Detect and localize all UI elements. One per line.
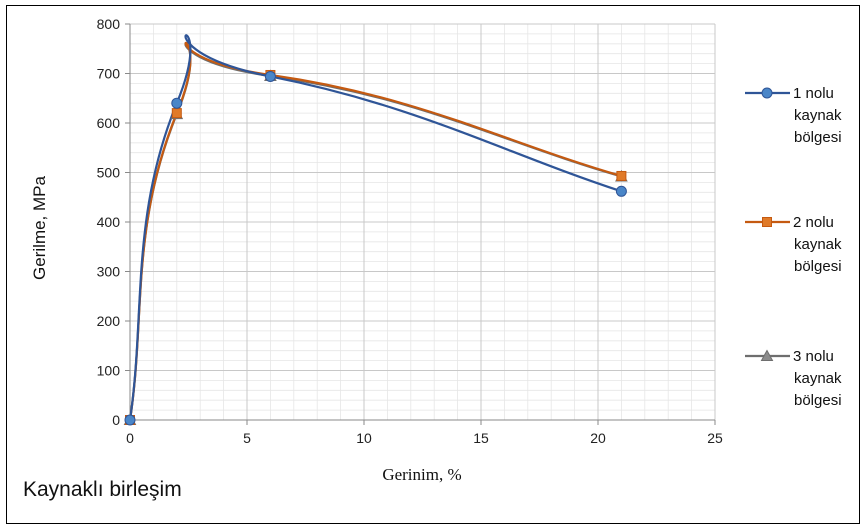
y-tick-label: 200 — [97, 313, 121, 329]
legend-label-line: 2 nolu — [793, 214, 834, 231]
y-tick-label: 400 — [97, 214, 121, 230]
x-axis-label: Gerinim, % — [382, 465, 461, 484]
legend-label-line: bölgesi — [794, 129, 842, 146]
axes — [125, 23, 716, 425]
x-tick-label: 0 — [126, 430, 134, 446]
data-point-series-1 — [171, 97, 183, 109]
data-point-series-1 — [124, 414, 136, 426]
y-tick-label: 100 — [97, 363, 121, 379]
series-layer — [123, 34, 628, 426]
legend-marker-1 — [761, 87, 773, 99]
chart-annotation: Kaynaklı birleşim — [23, 478, 182, 501]
y-tick-label: 0 — [112, 412, 120, 428]
y-axis-label: Gerilme, MPa — [30, 176, 49, 280]
y-tick-label: 500 — [97, 165, 121, 181]
y-tick-label: 300 — [97, 264, 121, 280]
series-line-1 — [128, 34, 622, 421]
legend-label-line: 3 nolu — [793, 348, 834, 365]
x-tick-label: 25 — [707, 430, 723, 446]
legend-item-3: 3 nolu kaynak bölgesi — [745, 348, 842, 409]
legend-label-line: bölgesi — [794, 258, 842, 275]
legend-marker-3 — [760, 349, 774, 361]
x-tick-label: 5 — [243, 430, 251, 446]
legend-label-line: kaynak — [794, 236, 842, 253]
y-tick-label: 700 — [97, 66, 121, 82]
legend-item-1: 1 nolu kaynak bölgesi — [745, 85, 842, 146]
y-tick-label: 600 — [97, 115, 121, 131]
series-line-2 — [128, 41, 622, 421]
legend-marker-2 — [762, 217, 772, 227]
legend-label-line: kaynak — [794, 107, 842, 124]
chart-frame — [6, 5, 860, 524]
legend-label-line: bölgesi — [794, 392, 842, 409]
x-tick-label: 15 — [473, 430, 489, 446]
legend-label-line: 1 nolu — [793, 85, 834, 102]
y-tick-label: 800 — [97, 16, 121, 32]
data-point-series-2 — [171, 108, 182, 119]
data-point-series-1 — [264, 70, 276, 82]
tick-labels: 0 5 10 15 20 25 0 100 200 300 400 500 600 700 800 — [97, 16, 723, 446]
data-point-series-1 — [615, 185, 627, 197]
legend-item-2: 2 nolu kaynak bölgesi — [745, 214, 842, 275]
legend-label-line: kaynak — [794, 370, 842, 387]
data-point-series-2 — [616, 170, 627, 181]
x-tick-label: 10 — [356, 430, 372, 446]
x-tick-label: 20 — [590, 430, 606, 446]
